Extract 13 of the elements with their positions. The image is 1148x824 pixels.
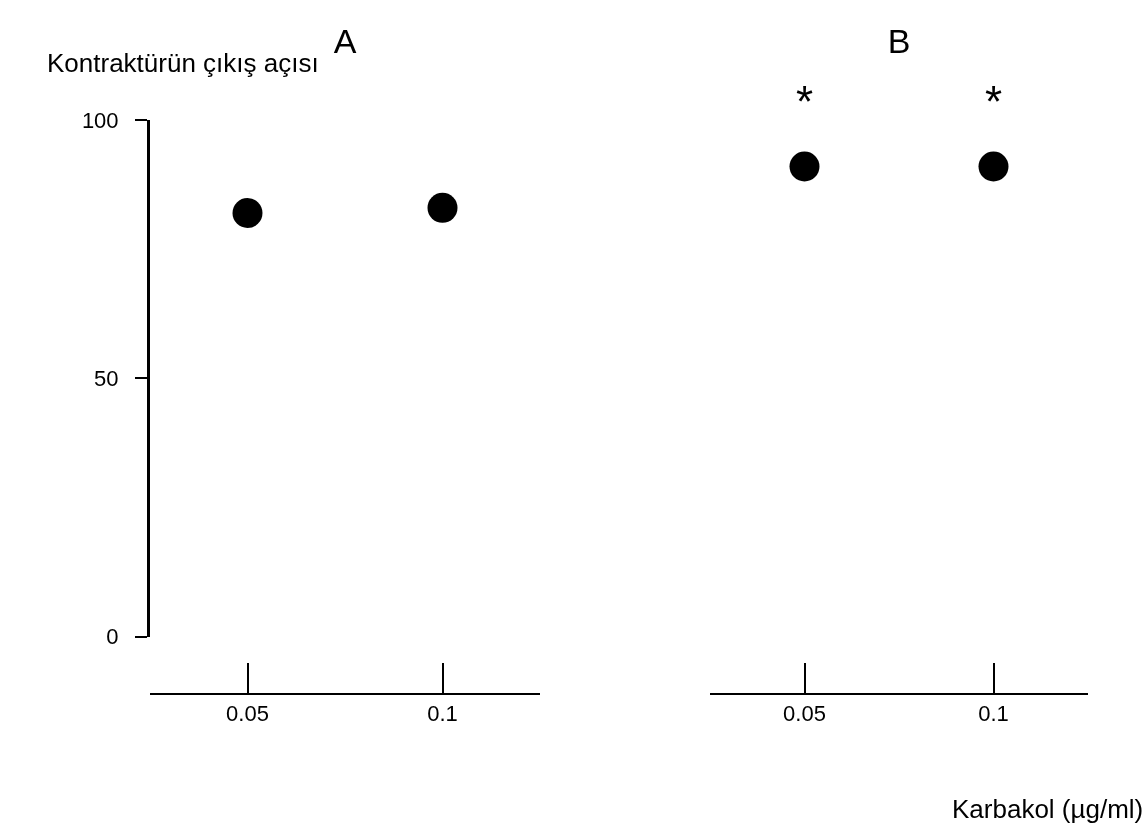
chart-title: B [887, 21, 911, 60]
x-tick-label: 0.05 [783, 701, 826, 727]
x-axis-title: Karbakol (µg/ml) [952, 794, 1144, 824]
x-tick-label: 0.1 [978, 701, 1009, 727]
y-tick-label: 0 [106, 624, 119, 650]
annotation: * [796, 77, 814, 126]
y-tick-label: 50 [94, 366, 119, 391]
x-tick-label: 0.05 [226, 701, 269, 727]
y-tick-label: 100 [81, 107, 119, 133]
x-tick-label: 0.1 [427, 701, 458, 727]
y-axis-title: Kontraktürün çıkış açısı [47, 48, 319, 78]
annotation: * [985, 77, 1003, 126]
chart-title: A [333, 21, 357, 60]
